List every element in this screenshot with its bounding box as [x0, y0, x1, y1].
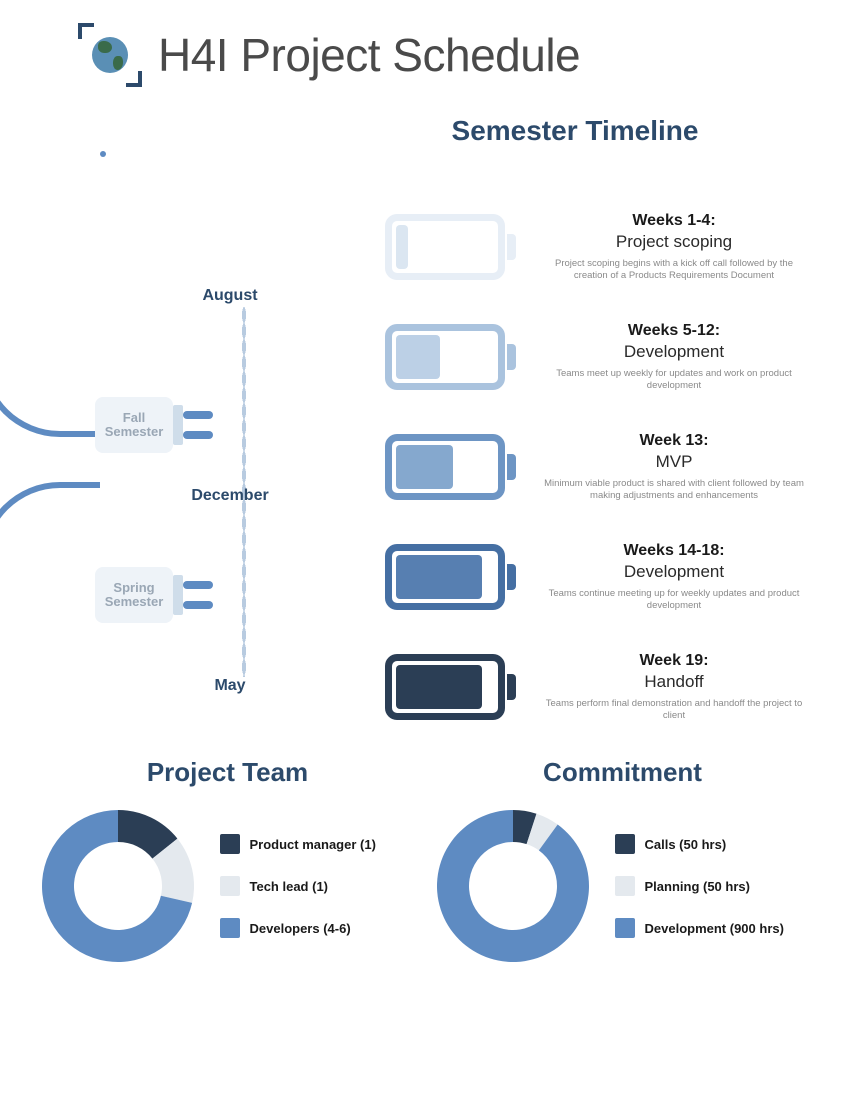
- stage-row: Weeks 14-18: Development Teams continue …: [385, 542, 815, 612]
- month-label: August: [180, 287, 280, 305]
- legend-label: Developers (4-6): [250, 921, 351, 936]
- globe-icon: [92, 37, 128, 73]
- stage-desc: Teams continue meeting up for weekly upd…: [533, 588, 815, 612]
- plug-fall-prong-1: [183, 411, 213, 419]
- stage-phase: Project scoping: [533, 232, 815, 252]
- stage-weeks: Week 13:: [533, 432, 815, 450]
- page-title: H4I Project Schedule: [158, 28, 580, 82]
- legend-item: Development (900 hrs): [615, 918, 784, 938]
- month-label: May: [180, 677, 280, 695]
- stage-text: Weeks 14-18: Development Teams continue …: [533, 542, 815, 612]
- legend-label: Calls (50 hrs): [645, 837, 727, 852]
- legend-swatch: [220, 876, 240, 896]
- cable-top: [0, 157, 100, 437]
- plug-spring-prong-1: [183, 581, 213, 589]
- battery-icon: [385, 654, 505, 720]
- stage-weeks: Weeks 5-12:: [533, 322, 815, 340]
- team-donut: [38, 806, 198, 966]
- legend-swatch: [220, 834, 240, 854]
- legend-swatch: [615, 876, 635, 896]
- battery-icon: [385, 544, 505, 610]
- stage-weeks: Weeks 14-18:: [533, 542, 815, 560]
- timeline-area: Fall Semester Spring Semester August Dec…: [0, 157, 850, 747]
- stage-row: Week 13: MVP Minimum viable product is s…: [385, 432, 815, 502]
- stage-row: Week 19: Handoff Teams perform final dem…: [385, 652, 815, 722]
- stage-phase: Development: [533, 342, 815, 362]
- stage-text: Week 19: Handoff Teams perform final dem…: [533, 652, 815, 722]
- legend-label: Product manager (1): [250, 837, 376, 852]
- plug-spring-label: Spring Semester: [95, 567, 173, 623]
- stage-desc: Teams meet up weekly for updates and wor…: [533, 368, 815, 392]
- commitment-chart-title: Commitment: [433, 757, 813, 788]
- plug-fall: Fall Semester: [95, 387, 185, 457]
- commitment-chart: Commitment Calls (50 hrs) Planning (50 hr…: [433, 757, 813, 966]
- logo-frame: [80, 25, 140, 85]
- team-legend: Product manager (1) Tech lead (1) Develope…: [220, 834, 376, 938]
- legend-item: Developers (4-6): [220, 918, 376, 938]
- corner-tl: [78, 23, 94, 39]
- stage-desc: Minimum viable product is shared with cl…: [533, 478, 815, 502]
- stage-weeks: Week 19:: [533, 652, 815, 670]
- stage-phase: MVP: [533, 452, 815, 472]
- stage-row: Weeks 5-12: Development Teams meet up we…: [385, 322, 815, 392]
- commitment-donut: [433, 806, 593, 966]
- timeline-subtitle: Semester Timeline: [0, 115, 850, 147]
- legend-item: Product manager (1): [220, 834, 376, 854]
- battery-icon: [385, 434, 505, 500]
- cable-bottom: [0, 482, 100, 792]
- legend-label: Tech lead (1): [250, 879, 329, 894]
- plug-fall-label: Fall Semester: [95, 397, 173, 453]
- plug-spring-head: [173, 575, 183, 615]
- plug-spring-prong-2: [183, 601, 213, 609]
- legend-label: Planning (50 hrs): [645, 879, 750, 894]
- legend-label: Development (900 hrs): [645, 921, 784, 936]
- month-label: December: [180, 487, 280, 505]
- corner-br: [126, 71, 142, 87]
- legend-item: Calls (50 hrs): [615, 834, 784, 854]
- charts-section: Project Team Product manager (1)Tech lea…: [0, 757, 850, 966]
- stage-text: Weeks 5-12: Development Teams meet up we…: [533, 322, 815, 392]
- stage-phase: Development: [533, 562, 815, 582]
- stage-weeks: Weeks 1-4:: [533, 212, 815, 230]
- plug-fall-prong-2: [183, 431, 213, 439]
- stage-row: Weeks 1-4: Project scoping Project scopi…: [385, 212, 815, 282]
- legend-swatch: [615, 918, 635, 938]
- battery-icon: [385, 214, 505, 280]
- plug-spring: Spring Semester: [95, 557, 185, 627]
- legend-item: Tech lead (1): [220, 876, 376, 896]
- stage-desc: Teams perform final demonstration and ha…: [533, 698, 815, 722]
- commitment-legend: Calls (50 hrs) Planning (50 hrs) Developme…: [615, 834, 784, 938]
- header: H4I Project Schedule: [0, 0, 850, 85]
- legend-item: Planning (50 hrs): [615, 876, 784, 896]
- stage-text: Weeks 1-4: Project scoping Project scopi…: [533, 212, 815, 282]
- plug-fall-head: [173, 405, 183, 445]
- stage-phase: Handoff: [533, 672, 815, 692]
- legend-swatch: [220, 918, 240, 938]
- legend-swatch: [615, 834, 635, 854]
- stage-text: Week 13: MVP Minimum viable product is s…: [533, 432, 815, 502]
- stage-desc: Project scoping begins with a kick off c…: [533, 258, 815, 282]
- battery-icon: [385, 324, 505, 390]
